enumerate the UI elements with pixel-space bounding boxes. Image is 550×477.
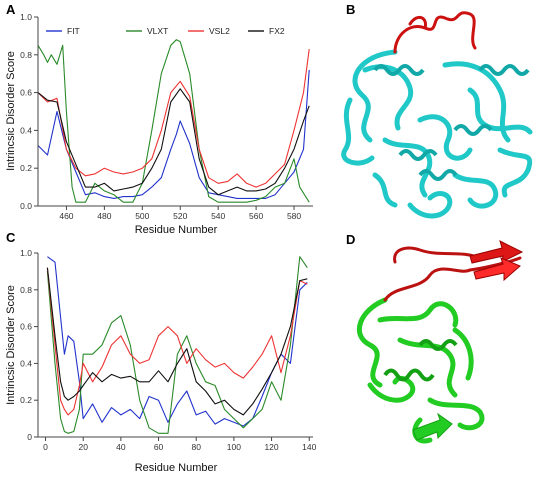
chart-a-y-tick-label: 1.0 [20, 12, 32, 22]
protein-structure-b [341, 11, 533, 219]
chart-a-x-tick-label: 560 [249, 211, 263, 221]
chart-c-x-tick-label: 0 [43, 442, 48, 452]
panel-label-d: D [346, 232, 355, 247]
protein-d-helices [383, 339, 458, 382]
protein-b-helices [373, 64, 530, 181]
protein-d-strand-arrow [412, 412, 453, 441]
protein-d-loop-strand-2 [473, 257, 521, 282]
chart-a-y-tick-label: 0.8 [20, 50, 32, 60]
chart-a-y-tick-label: 0.4 [20, 125, 32, 135]
chart-c-x-tick-label: 140 [302, 442, 316, 452]
chart-c-series-vlxt [46, 256, 308, 434]
chart-c-y-tick-label: 0.2 [20, 395, 32, 405]
protein-b-loop [393, 11, 477, 54]
legend-label-fx2: FX2 [269, 26, 285, 36]
chart-c-y-tick-label: 0.6 [20, 322, 32, 332]
protein-b-body [341, 49, 533, 219]
chart-a-x-tick-label: 480 [97, 211, 111, 221]
chart-a-x-tick-label: 500 [135, 211, 149, 221]
chart-a-y-tick-label: 0.0 [20, 201, 32, 211]
chart-c-x-tick-label: 60 [154, 442, 164, 452]
protein-d-loop-strand-1 [469, 240, 524, 264]
legend-label-vlxt: VLXT [147, 26, 168, 36]
chart-c-x-tick-label: 20 [78, 442, 88, 452]
chart-c-x-tick-label: 80 [191, 442, 201, 452]
legend-label-fit: FIT [67, 26, 80, 36]
protein-d-loop [383, 246, 522, 302]
chart-c-y-tick-label: 1.0 [20, 248, 32, 258]
chart-c-y-tick-label: 0.4 [20, 358, 32, 368]
legend-label-vsl2: VSL2 [209, 26, 230, 36]
protein-d-body [356, 297, 485, 444]
panel-label-c: C [6, 230, 16, 245]
chart-a-y-title: Intrincsic Disorder Score [5, 51, 17, 171]
panel-label-a: A [6, 2, 16, 17]
chart-c-series-fx2 [46, 267, 308, 416]
chart-a-series-vlxt [37, 39, 310, 203]
protein-structure-d [356, 240, 524, 444]
disorder-chart-c: 0 20 40 60 80 100 120 140 0 0.2 0.4 0.6 0.8 1.0 Resi… [5, 248, 317, 474]
chart-a-x-title: Residue Number [135, 224, 218, 236]
disorder-chart-a: 460 480 500 520 540 560 580 0.0 0.2 0.4 0.6 0.8 1.0… [5, 12, 313, 236]
chart-a-series-fx2 [37, 88, 310, 196]
chart-a-x-tick-label: 540 [211, 211, 225, 221]
chart-c-y-title: Intrincsic Disorder Score [5, 285, 17, 405]
chart-c-x-title: Residue Number [135, 462, 218, 474]
chart-a-x-tick-label: 460 [59, 211, 73, 221]
chart-a-x-tick-label: 580 [287, 211, 301, 221]
chart-c-y-tick-label: 0 [27, 432, 32, 442]
panel-label-b: B [346, 2, 355, 17]
chart-c-x-tick-label: 120 [264, 442, 278, 452]
chart-a-y-tick-label: 0.6 [20, 88, 32, 98]
chart-c-series-fit [47, 256, 308, 427]
chart-a-x-tick-label: 520 [173, 211, 187, 221]
chart-a-series-fit [37, 69, 310, 199]
chart-c-x-tick-label: 40 [116, 442, 126, 452]
chart-c-y-tick-label: 0.8 [20, 285, 32, 295]
chart-a-y-tick-label: 0.2 [20, 163, 32, 173]
chart-c-x-tick-label: 100 [227, 442, 241, 452]
chart-a-series-vsl2 [37, 49, 310, 188]
chart-c-series-vsl2 [46, 267, 308, 416]
